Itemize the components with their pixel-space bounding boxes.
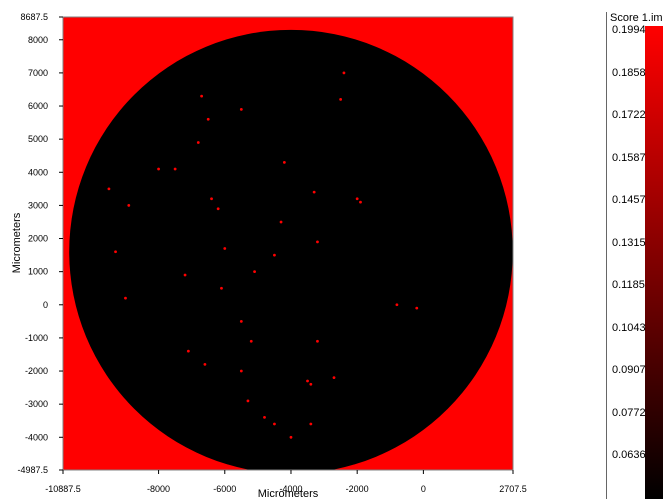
hotspot-point xyxy=(200,95,203,98)
hotspot-point xyxy=(356,197,359,200)
hotspot-point xyxy=(253,270,256,273)
hotspot-point xyxy=(108,187,111,190)
colorbar-label: 0.1043 xyxy=(612,322,646,334)
y-tick-label: -2000 xyxy=(25,366,48,376)
hotspot-point xyxy=(313,191,316,194)
y-tick-label: 3000 xyxy=(28,200,48,210)
y-tick-label: 1000 xyxy=(28,267,48,277)
x-tick-label: -8000 xyxy=(147,484,170,494)
y-tick-label: -4987.5 xyxy=(17,465,48,475)
hotspot-point xyxy=(273,423,276,426)
hotspot-point xyxy=(309,383,312,386)
hotspot-point xyxy=(415,307,418,310)
hotspot-point xyxy=(240,108,243,111)
hotspot-point xyxy=(306,380,309,383)
hotspot-point xyxy=(309,423,312,426)
x-tick-label: -2000 xyxy=(346,484,369,494)
wafer-disc xyxy=(69,30,513,474)
hotspot-point xyxy=(127,204,130,207)
colorbar-label: 0.1315 xyxy=(612,237,646,249)
y-tick-label: -3000 xyxy=(25,399,48,409)
y-axis: 8687.5 8000 7000 6000 5000 4000 3000 2000 1000 0 -… xyxy=(17,12,63,475)
colorbar-label: 0.0907 xyxy=(612,364,646,376)
hotspot-point xyxy=(157,168,160,171)
hotspot-point xyxy=(339,98,342,101)
x-tick-label: -6000 xyxy=(213,484,236,494)
hotspot-point xyxy=(187,350,190,353)
hotspot-point xyxy=(210,197,213,200)
hotspot-point xyxy=(223,247,226,250)
hotspot-point xyxy=(333,376,336,379)
y-tick-label: 8687.5 xyxy=(20,12,48,22)
y-tick-label: 5000 xyxy=(28,134,48,144)
x-tick-label: 0 xyxy=(421,484,426,494)
hotspot-point xyxy=(174,168,177,171)
colorbar-label: 0.1457 xyxy=(612,194,646,206)
hotspot-point xyxy=(220,287,223,290)
hotspot-point xyxy=(197,141,200,144)
hotspot-point xyxy=(283,161,286,164)
hotspot-point xyxy=(204,363,207,366)
hotspot-point xyxy=(273,254,276,257)
hotspot-point xyxy=(263,416,266,419)
wafer-map-plot: -10887.5 -8000 -6000 -4000 -2000 0 2707.5 8687… xyxy=(0,0,606,499)
y-tick-label: 2000 xyxy=(28,234,48,244)
y-tick-label: 6000 xyxy=(28,101,48,111)
colorbar-label: 0.1858 xyxy=(612,67,646,79)
y-axis-title: Micrometers xyxy=(11,212,23,273)
y-tick-label: 8000 xyxy=(28,35,48,45)
hotspot-point xyxy=(250,340,253,343)
hotspot-point xyxy=(240,370,243,373)
x-tick-label: 2707.5 xyxy=(499,484,527,494)
hotspot-point xyxy=(316,340,319,343)
hotspot-point xyxy=(290,436,293,439)
hotspot-point xyxy=(124,297,127,300)
hotspot-point xyxy=(280,221,283,224)
hotspot-point xyxy=(316,240,319,243)
colorbar-label: 0.1994 xyxy=(612,24,646,36)
hotspot-point xyxy=(184,274,187,277)
y-tick-label: 0 xyxy=(43,300,48,310)
colorbar-label: 0.0772 xyxy=(612,407,646,419)
colorbar-label: 0.1185 xyxy=(612,279,645,291)
hotspot-point xyxy=(240,320,243,323)
y-tick-label: 7000 xyxy=(28,68,48,78)
hotspot-point xyxy=(217,207,220,210)
hotspot-point xyxy=(114,250,117,253)
hotspot-point xyxy=(207,118,210,121)
colorbar-label: 0.1587 xyxy=(612,152,646,164)
colorbar-label: 0.0636 xyxy=(612,449,646,461)
hotspot-point xyxy=(396,303,399,306)
colorbar-gradient xyxy=(645,26,663,499)
hotspot-point xyxy=(359,201,362,204)
y-tick-label: -1000 xyxy=(25,333,48,343)
colorbar-legend: Score 1.imp 0.1994 0.1858 0.1722 0.1587 0.14… xyxy=(606,12,663,499)
colorbar-label: 0.1722 xyxy=(612,109,646,121)
hotspot-point xyxy=(343,72,346,75)
y-tick-label: 4000 xyxy=(28,167,48,177)
hotspot-point xyxy=(247,399,250,402)
x-axis-title: Micrometers xyxy=(258,488,319,499)
x-tick-label: -10887.5 xyxy=(45,484,81,494)
y-tick-label: -4000 xyxy=(25,432,48,442)
colorbar-title: Score 1.imp xyxy=(610,12,663,24)
plot-area xyxy=(63,17,513,474)
